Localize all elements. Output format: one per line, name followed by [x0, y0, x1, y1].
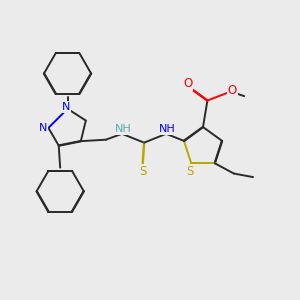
Text: O: O — [183, 77, 192, 90]
Text: N: N — [62, 102, 70, 112]
Text: O: O — [228, 84, 237, 97]
Text: NH: NH — [159, 124, 176, 134]
Text: S: S — [186, 165, 194, 178]
Text: NH: NH — [115, 124, 132, 134]
Text: N: N — [39, 123, 47, 133]
Text: S: S — [139, 165, 146, 178]
